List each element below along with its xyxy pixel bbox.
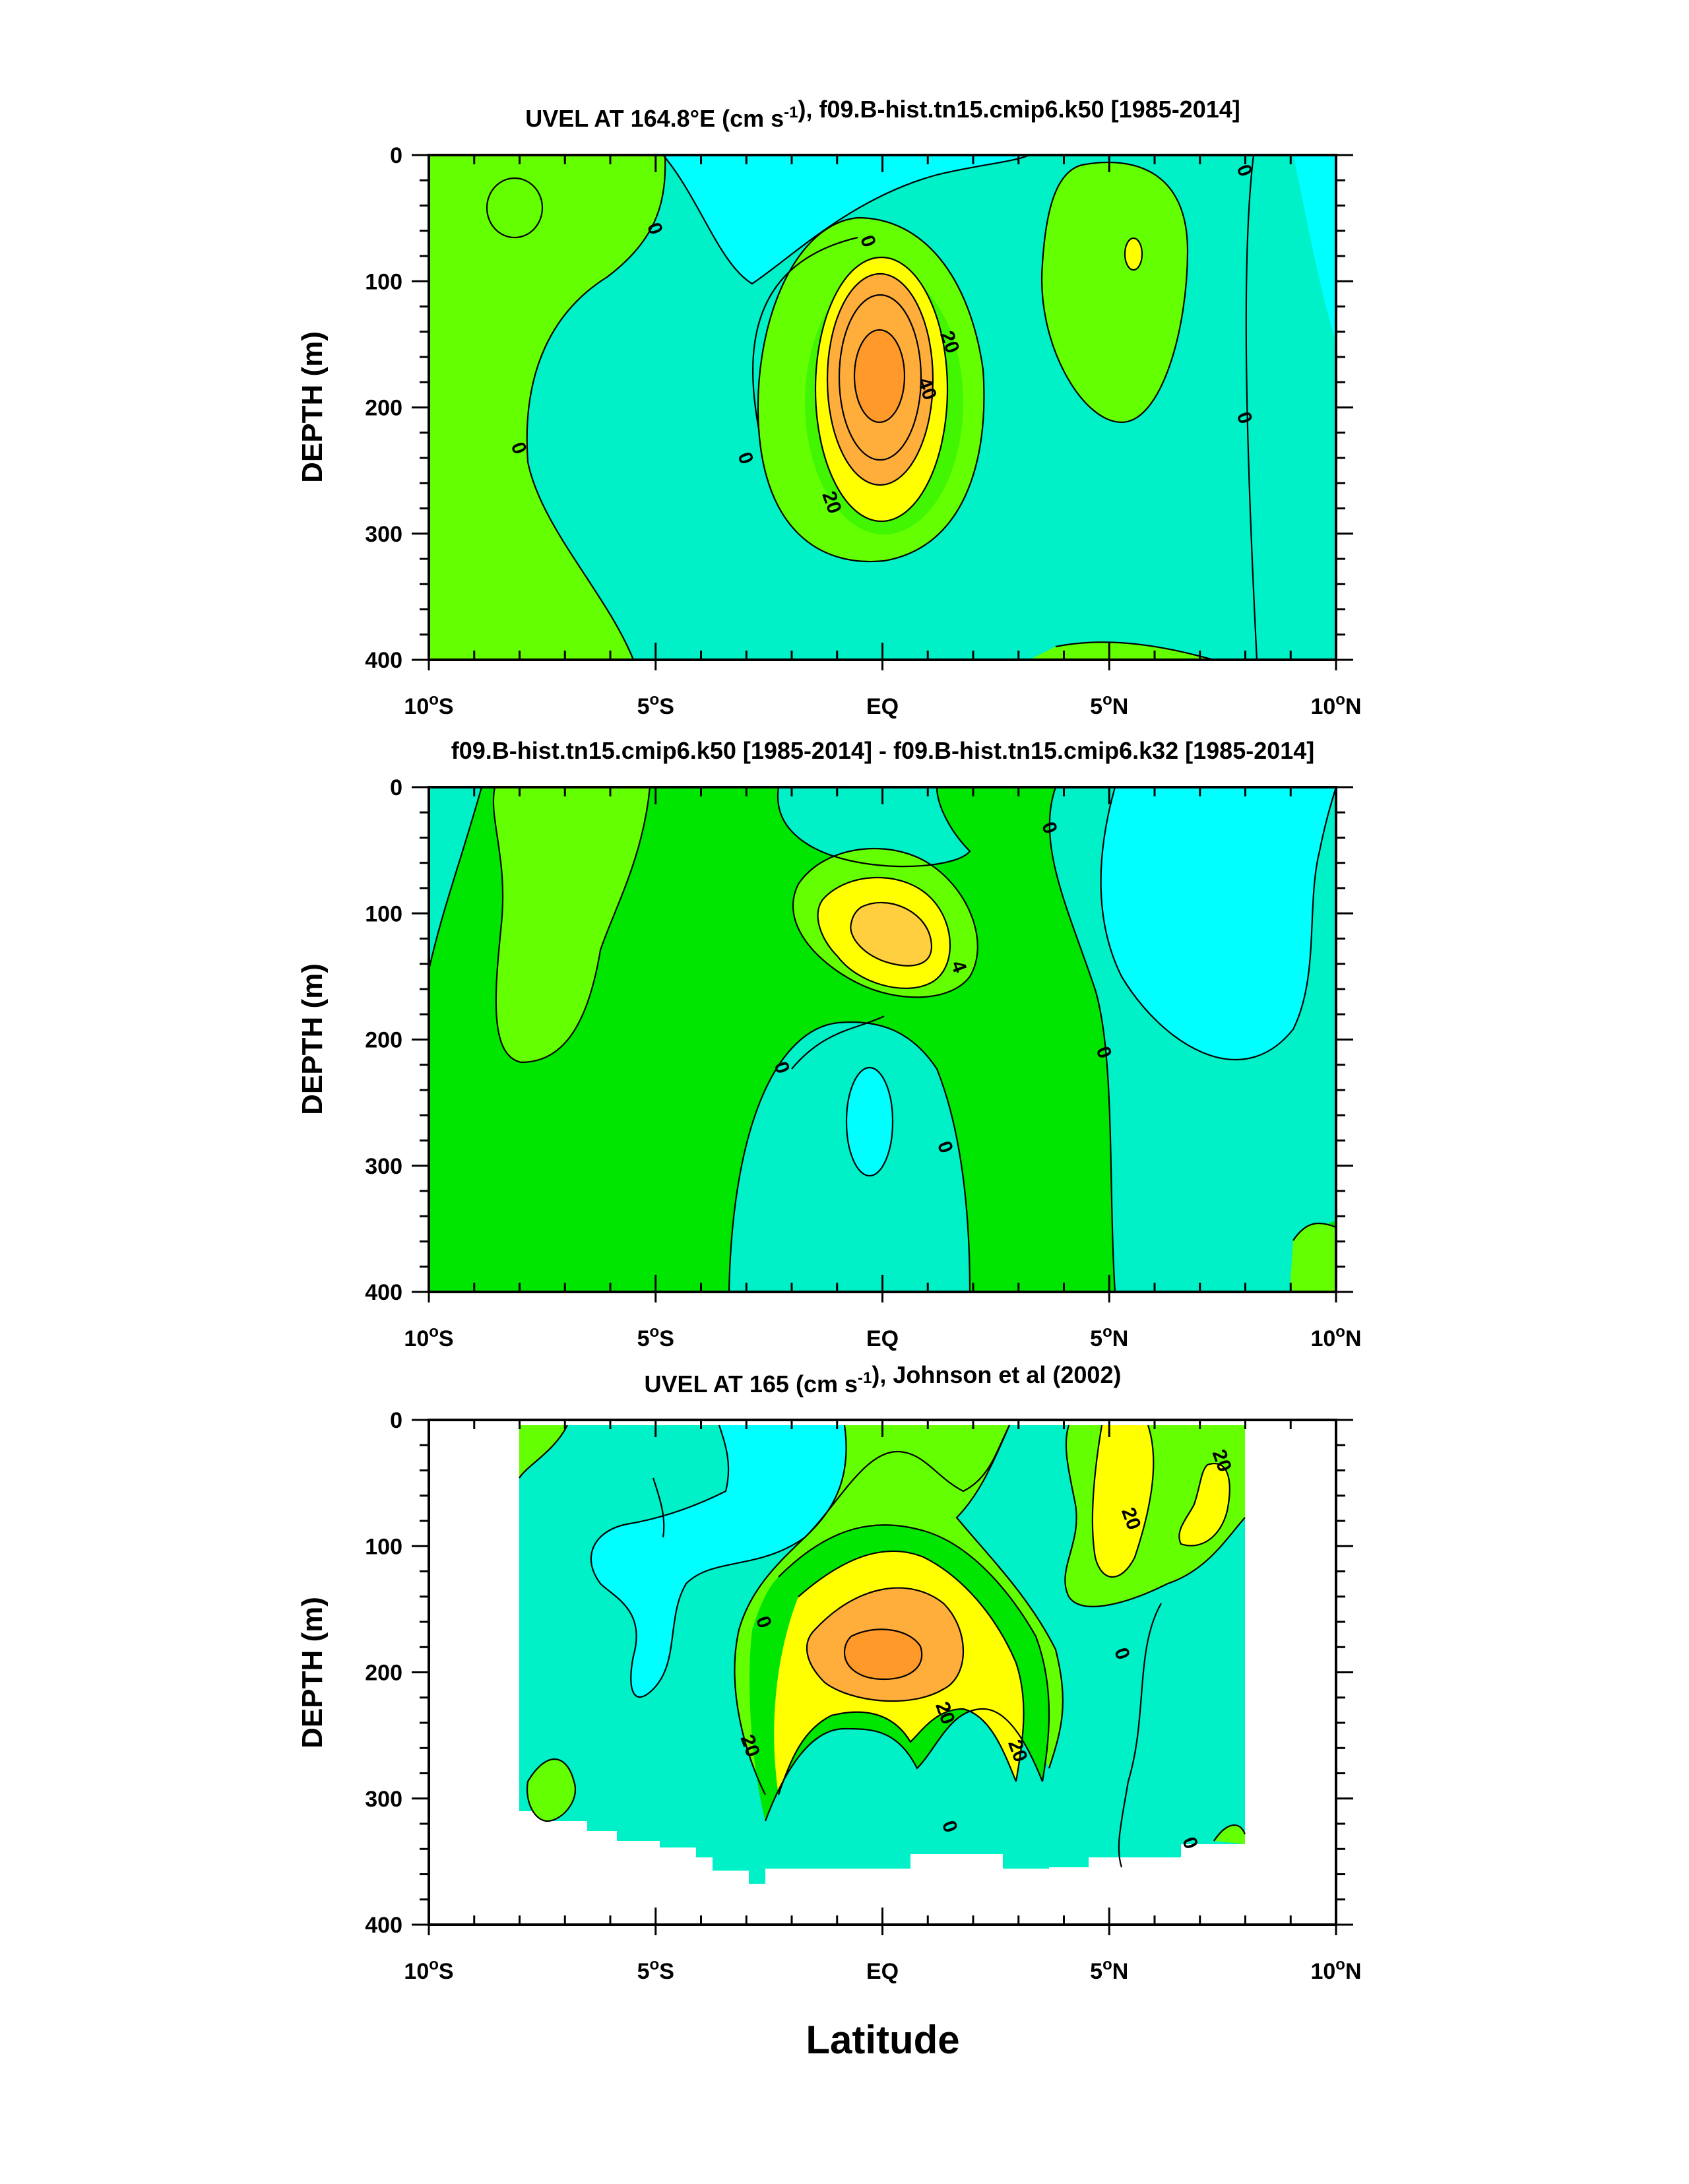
x-tick-label: EQ — [866, 1326, 899, 1351]
fill-band-strong — [1125, 238, 1142, 270]
y-tick-label: 400 — [365, 648, 402, 673]
axes: 10oS 5oS EQ 5oN 10oN 0 100 200 300 400 — [365, 775, 1361, 1351]
y-tick-label: 100 — [365, 269, 402, 294]
y-tick-label: 300 — [365, 1154, 402, 1179]
fill-band-positive — [487, 178, 542, 238]
y-axis-label: DEPTH (m) — [296, 963, 329, 1115]
fill-band-positive — [1214, 1825, 1245, 1844]
axes: 10oS 5oS EQ 5oN 10oN 0 100 200 300 400 — [365, 1408, 1361, 1984]
x-tick-label: 5oS — [637, 691, 674, 719]
x-tick-label: 10oN — [1310, 1956, 1361, 1984]
contour-lines — [486, 155, 1258, 660]
axes: 10oS 5oS EQ 5oN 10oN 0 100 200 300 400 — [365, 143, 1361, 719]
fill-band-negative — [429, 787, 482, 970]
y-tick-label: 200 — [365, 1028, 402, 1053]
x-tick-label: 10oS — [404, 1323, 453, 1351]
fill-band-maximum-core — [854, 330, 905, 422]
panel-difference-k50-k32: f09.B-hist.tn15.cmip6.k50 [1985-2014] - … — [296, 737, 1362, 1351]
x-tick-label: 10oN — [1310, 1323, 1361, 1351]
y-tick-label: 200 — [365, 1661, 402, 1686]
y-tick-label: 300 — [365, 1787, 402, 1812]
x-tick-label: 5oN — [1090, 691, 1128, 719]
panel-title-johnson: UVEL AT 165 (cm s-1), Johnson et al (200… — [645, 1361, 1122, 1397]
contour-lines — [429, 787, 1336, 1292]
x-tick-label: 5oS — [637, 1956, 674, 1984]
contour-fill-field — [519, 1425, 1245, 1884]
y-tick-label: 100 — [365, 1534, 402, 1559]
y-tick-label: 200 — [365, 396, 402, 421]
contour-fill-field — [429, 155, 1336, 660]
x-axis-label: Latitude — [806, 2018, 959, 2062]
panel-title-difference: f09.B-hist.tn15.cmip6.k50 [1985-2014] - … — [451, 737, 1315, 764]
contour-fill-field — [429, 787, 1336, 1292]
x-tick-label: EQ — [866, 1959, 899, 1984]
panel-uvel-k50: UVEL AT 164.8°E (cm s-1), f09.B-hist.tn1… — [296, 96, 1362, 719]
fill-band-positive — [1042, 162, 1188, 423]
y-tick-label: 0 — [390, 775, 402, 800]
x-tick-label: 10oS — [404, 1956, 453, 1984]
fill-band-positive — [1029, 642, 1214, 660]
fill-band-westward — [1293, 155, 1336, 343]
y-tick-label: 300 — [365, 522, 402, 547]
x-tick-label: 10oN — [1310, 691, 1361, 719]
x-tick-label: 5oS — [637, 1323, 674, 1351]
fill-band-strong — [1092, 1425, 1154, 1577]
fill-band-negative — [729, 1022, 970, 1292]
y-tick-label: 0 — [390, 143, 402, 168]
fill-band-maximum — [850, 902, 932, 966]
fill-band-positive — [1290, 1223, 1336, 1292]
y-axis-label: DEPTH (m) — [296, 331, 329, 483]
y-tick-label: 400 — [365, 1913, 402, 1938]
x-tick-label: 5oN — [1090, 1323, 1128, 1351]
panel-title-uvel-k50: UVEL AT 164.8°E (cm s-1), f09.B-hist.tn1… — [525, 96, 1240, 132]
fill-band-positive — [493, 787, 650, 1062]
fill-band-maximum-core — [844, 1629, 922, 1679]
panel-johnson-observations: UVEL AT 165 (cm s-1), Johnson et al (200… — [296, 1361, 1362, 1984]
contour-lines — [519, 1425, 1246, 1868]
x-tick-label: 5oN — [1090, 1956, 1128, 1984]
fill-band-positive — [527, 1759, 575, 1821]
fill-band-strong — [1179, 1463, 1230, 1546]
fill-band-negative — [777, 787, 970, 867]
fill-band-westward — [846, 1068, 893, 1176]
fill-band-westward — [663, 155, 1029, 284]
y-tick-label: 400 — [365, 1280, 402, 1305]
y-tick-label: 0 — [390, 1408, 402, 1433]
fill-band-westward — [1100, 787, 1336, 1060]
y-axis-label: DEPTH (m) — [296, 1597, 329, 1749]
y-tick-label: 100 — [365, 901, 402, 926]
x-tick-label: EQ — [866, 694, 899, 719]
fill-band-positive — [429, 155, 666, 660]
x-tick-label: 10oS — [404, 691, 453, 719]
